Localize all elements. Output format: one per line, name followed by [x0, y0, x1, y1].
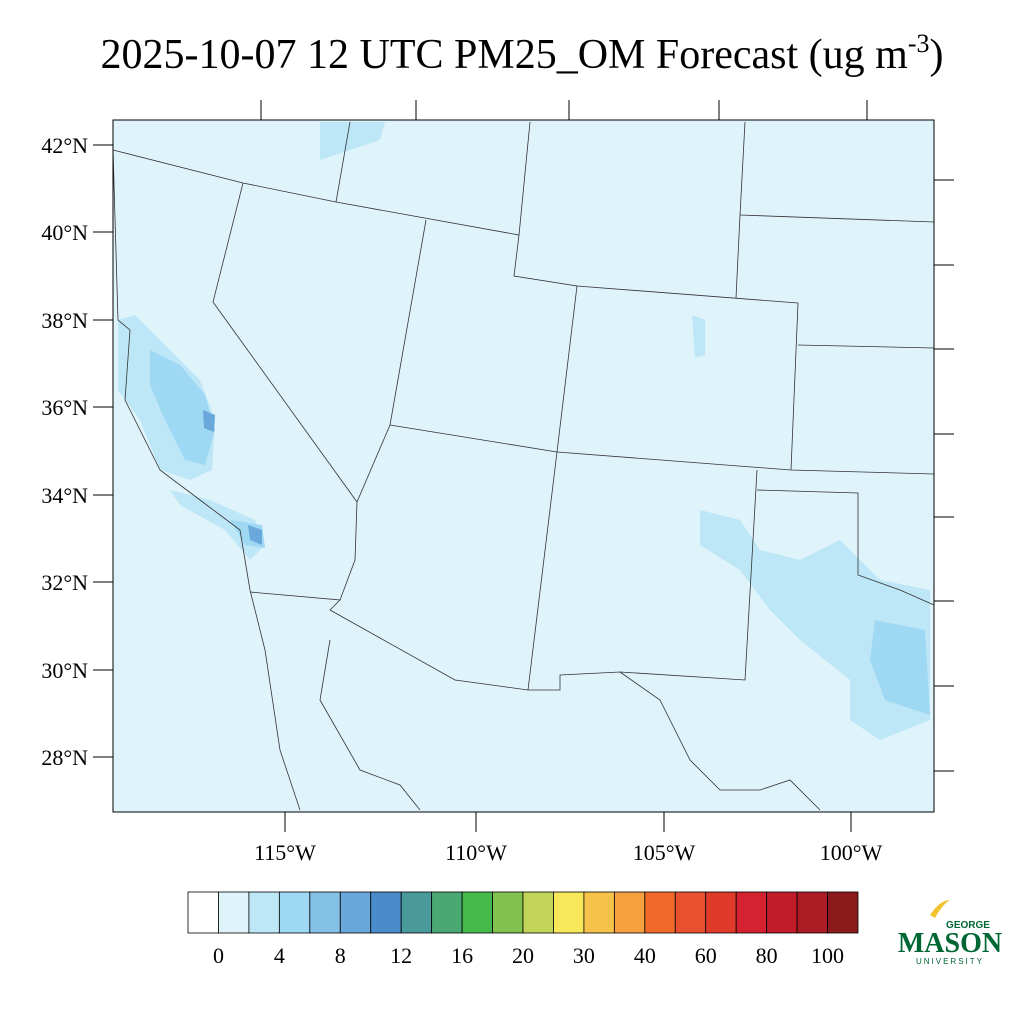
- logo: GEORGE MASON UNIVERSITY: [898, 900, 1002, 966]
- lon-label: 105°W: [633, 840, 696, 865]
- lon-label: 115°W: [254, 840, 316, 865]
- colorbar-box: [339, 891, 372, 934]
- colorbar-box: [187, 891, 219, 934]
- colorbar-box: [644, 891, 676, 934]
- colorbar-label: 8: [335, 943, 346, 968]
- colorbar-box: [553, 891, 585, 934]
- title-sup: -3: [908, 29, 930, 58]
- colorbar-label: 60: [695, 943, 717, 968]
- boundaries: [112, 121, 935, 811]
- colorbar-label: 16: [451, 943, 473, 968]
- lat-label: 32°N: [41, 570, 88, 595]
- colorbar-label: 80: [756, 943, 778, 968]
- colorbar-label: 40: [634, 943, 656, 968]
- colorbar-box: [766, 891, 798, 934]
- colorbar: 0 4 8 12 16 20 30 40 60 80 100: [187, 891, 859, 968]
- colorbar-box: [705, 891, 737, 934]
- colorbar-label: 4: [274, 943, 285, 968]
- colorbar-box: [431, 891, 463, 934]
- lat-label: 42°N: [41, 133, 88, 158]
- colorbar-box: [796, 891, 828, 934]
- lat-label: 36°N: [41, 395, 88, 420]
- map-background: [113, 120, 934, 812]
- title: 2025-10-07 12 UTC PM25_OM Forecast (ug m…: [101, 29, 944, 78]
- colorbar-box: [278, 891, 311, 934]
- lon-label: 100°W: [820, 840, 883, 865]
- colorbar-box: [400, 891, 433, 934]
- title-main: 2025-10-07 12 UTC PM25_OM Forecast (ug m: [101, 32, 909, 78]
- logo-mark: [930, 900, 950, 918]
- colorbar-label: 20: [512, 943, 534, 968]
- colorbar-box: [522, 891, 554, 934]
- colorbar-label: 100: [811, 943, 844, 968]
- colorbar-box: [827, 891, 859, 934]
- colorbar-box: [370, 891, 402, 934]
- map-frame: [112, 119, 935, 813]
- colorbar-box: [248, 891, 280, 934]
- colorbar-label: 0: [213, 943, 224, 968]
- lat-labels: 42°N 40°N 38°N 36°N 34°N 32°N 30°N 28°N: [41, 133, 88, 770]
- colorbar-label: 30: [573, 943, 595, 968]
- lat-label: 38°N: [41, 308, 88, 333]
- logo-bottom: UNIVERSITY: [916, 957, 984, 966]
- title-end: ): [929, 32, 943, 78]
- colorbar-box: [309, 891, 341, 934]
- frame-ticks: [93, 100, 954, 832]
- colorbar-box: [613, 891, 646, 934]
- lat-label: 30°N: [41, 658, 88, 683]
- colorbar-box: [735, 891, 768, 934]
- logo-top: GEORGE: [946, 920, 990, 931]
- colorbar-box: [492, 891, 524, 934]
- lon-labels: 115°W 110°W 105°W 100°W: [254, 840, 882, 865]
- concentration-fields-peak: [203, 410, 262, 545]
- colorbar-label: 12: [390, 943, 412, 968]
- colorbar-box: [674, 891, 707, 934]
- lat-label: 34°N: [41, 483, 88, 508]
- colorbar-box: [218, 891, 250, 934]
- lat-label: 28°N: [41, 745, 88, 770]
- colorbar-box: [461, 891, 493, 934]
- map: 42°N40°N38°N36°N34°N32°N30°N28°N 115°W 11…: [41, 100, 954, 865]
- lat-label: 40°N: [41, 220, 88, 245]
- colorbar-box: [583, 891, 615, 934]
- lon-label: 110°W: [445, 840, 507, 865]
- logo-main: MASON: [898, 928, 1002, 959]
